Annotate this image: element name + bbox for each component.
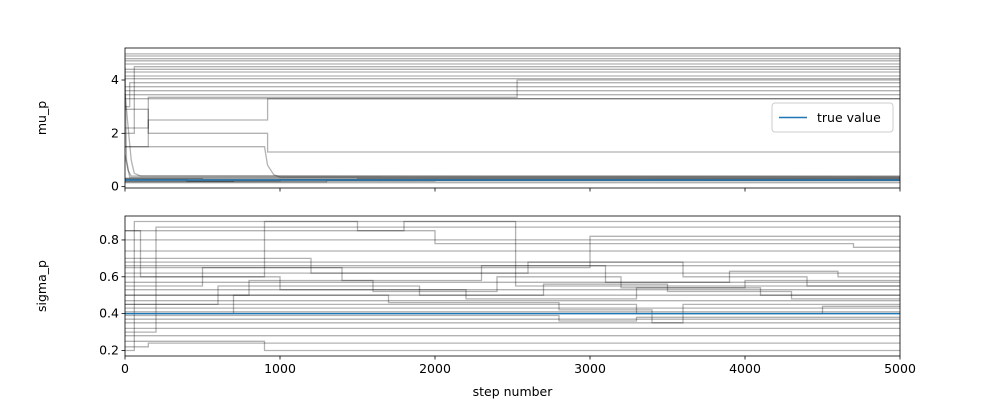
legend: true value <box>771 102 894 133</box>
y-tick-label: 0 <box>111 179 119 194</box>
walker-trace-20 <box>125 154 900 178</box>
plot-area <box>125 220 900 352</box>
walker-trace-11 <box>125 82 900 108</box>
x-tick-label: 0 <box>121 361 129 376</box>
walker-trace-30 <box>125 340 900 352</box>
y-tick-label: 0.2 <box>99 342 119 357</box>
walker-trace-5 <box>125 230 900 245</box>
walker-trace-2 <box>125 226 900 333</box>
walker-trace-15 <box>125 79 900 129</box>
walker-trace-1 <box>125 220 900 352</box>
walker-trace-14 <box>125 283 900 306</box>
walker-trace-18 <box>125 108 900 153</box>
walker-trace-21 <box>125 146 900 178</box>
walker-trace-17 <box>125 98 900 148</box>
walker-trace-6 <box>125 242 900 269</box>
axes-frame <box>124 47 901 189</box>
y-tick-label: 4 <box>111 72 119 87</box>
legend-box <box>771 102 894 133</box>
walker-trace-8 <box>125 257 900 287</box>
x-tick-label: 4000 <box>729 361 761 376</box>
y-tick-label: 0.8 <box>99 232 119 247</box>
plot-area <box>125 53 900 184</box>
walker-trace-16 <box>125 276 900 300</box>
panel-2: 0.2 0.4 0.6 0.8 0 1000 2000 3000 4000 5000 sigma_p <box>34 215 916 376</box>
x-tick-label: 5000 <box>884 361 916 376</box>
x-axis-label: step number <box>473 384 554 399</box>
legend-label: true value <box>817 110 881 125</box>
walker-trace-3 <box>125 220 900 287</box>
walker-trace-24 <box>125 314 900 322</box>
y-tick-label: 0.4 <box>99 306 119 321</box>
walker-trace-6 <box>125 66 900 134</box>
panel-1: 0 2 4 mu_p true value <box>34 47 901 194</box>
x-tick-label: 1000 <box>264 361 296 376</box>
y-axis-label: sigma_p <box>34 260 49 312</box>
x-tick-label: 2000 <box>419 361 451 376</box>
walker-trace-22 <box>125 66 900 179</box>
y-tick-label: 0.6 <box>99 269 119 284</box>
walker-trace-29 <box>125 342 900 348</box>
x-tick-label: 3000 <box>574 361 606 376</box>
walker-trace-18 <box>125 294 900 324</box>
axes-frame <box>124 215 901 357</box>
y-tick-label: 2 <box>111 125 119 140</box>
walker-trace-10 <box>125 265 900 287</box>
walker-trace-19 <box>125 93 900 177</box>
walker-trace-12 <box>125 276 900 296</box>
y-axis-label: mu_p <box>34 101 49 135</box>
